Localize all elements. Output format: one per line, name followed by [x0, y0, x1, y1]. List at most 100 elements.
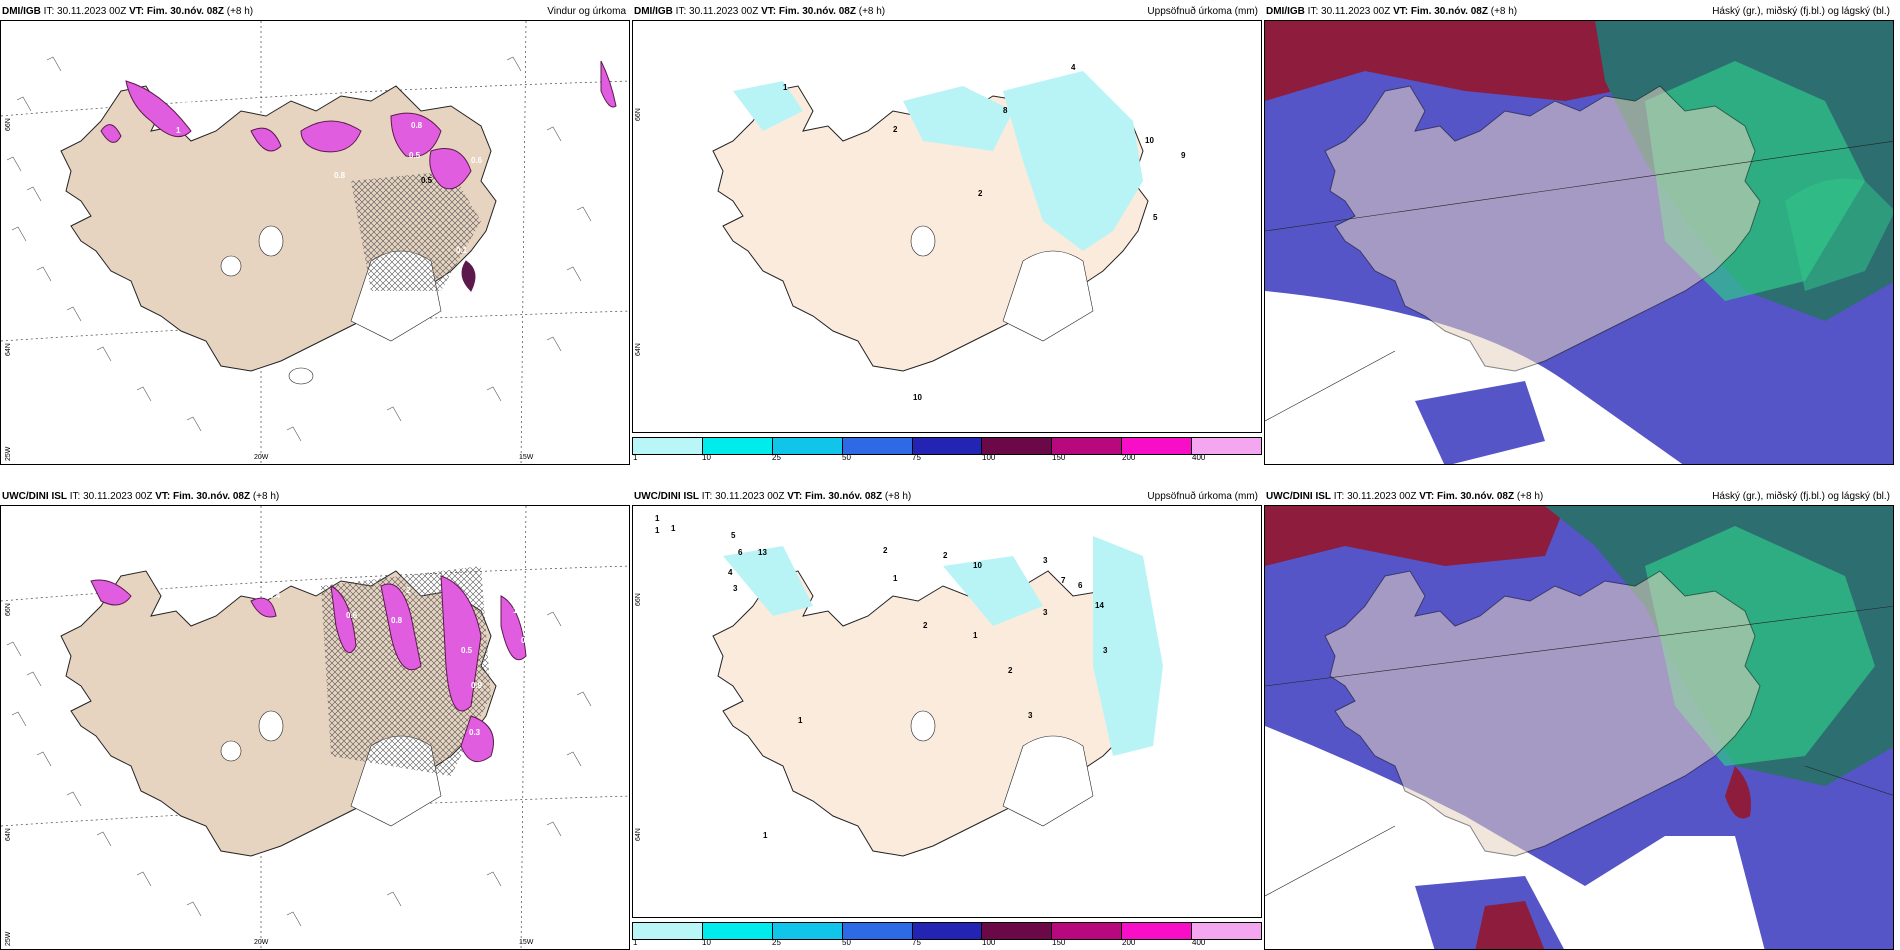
- precip-cells: [100, 60, 617, 292]
- map-wind-precip[interactable]: 0.4 0.6 0.8 1.3 2 0.5 0.9 0.7 1.1 0.3 66…: [0, 505, 630, 950]
- value-label: 0.8: [391, 616, 403, 625]
- colorbar-segment: [1192, 438, 1262, 454]
- colorbar-segment: [702, 923, 773, 939]
- product-label: Háský (gr.), miðský (fj.bl.) og lágský (…: [1712, 491, 1890, 502]
- colorbar-segment: [912, 438, 983, 454]
- value-label: 3: [1043, 556, 1048, 565]
- value-label: 1.1: [541, 656, 553, 665]
- colorbar-segment: [1192, 923, 1262, 939]
- value-label: 0.8: [411, 121, 423, 130]
- panel-title: UWC/DINI ISL IT: 30.11.2023 00Z VT: Fim.…: [1266, 491, 1544, 502]
- colorbar-segment: [982, 923, 1053, 939]
- value-label: 0.9: [471, 681, 483, 690]
- colorbar-tick: 50: [842, 453, 851, 462]
- value-label: 1: [655, 526, 660, 535]
- value-label: 1: [783, 83, 788, 92]
- colorbar-tick: 100: [982, 938, 996, 947]
- map-accum-precip[interactable]: 4 2 1 8 10 9 2 5 10 66N 64N: [632, 20, 1262, 433]
- colorbar-tick: 150: [1052, 453, 1066, 462]
- colorbar-segment: [842, 923, 913, 939]
- value-label: 0.5: [409, 151, 421, 160]
- value-label: 0.3: [469, 728, 481, 737]
- colorbar-tick: 10: [702, 938, 711, 947]
- value-label: 1: [763, 831, 768, 840]
- value-label: 10: [1145, 136, 1154, 145]
- value-label: 2: [406, 586, 411, 595]
- iceland-map: [60, 85, 497, 385]
- panel-title: UWC/DINI ISL IT: 30.11.2023 00Z VT: Fim.…: [634, 491, 912, 502]
- value-label: 1: [361, 91, 366, 100]
- colorbar-segment: [982, 438, 1053, 454]
- value-label: 2: [1008, 666, 1013, 675]
- lat-label: 66N: [5, 603, 12, 616]
- lon-label: 15W: [519, 454, 534, 461]
- value-label: 2: [883, 546, 888, 555]
- value-label: 3: [733, 584, 738, 593]
- value-label: 4: [1071, 63, 1076, 72]
- colorbar-tick: 50: [842, 938, 851, 947]
- product-label: Uppsöfnuð úrkoma (mm): [1147, 6, 1258, 17]
- panel-uwc-clouds: UWC/DINI ISL IT: 30.11.2023 00Z VT: Fim.…: [1264, 485, 1894, 950]
- value-label: 10: [973, 561, 982, 570]
- value-label: 1.3: [513, 606, 525, 615]
- value-label: 0.6: [471, 156, 483, 165]
- value-label: 0.4: [269, 591, 281, 600]
- panel-uwc-precip: UWC/DINI ISL IT: 30.11.2023 00Z VT: Fim.…: [632, 485, 1262, 950]
- lat-label: 64N: [5, 828, 12, 841]
- value-label: 5: [731, 531, 736, 540]
- lat-label: 64N: [635, 828, 642, 841]
- panel-title: DMI/IGB IT: 30.11.2023 00Z VT: Fim. 30.n…: [1266, 6, 1518, 17]
- value-label: 1: [973, 631, 978, 640]
- colorbar-tick: 150: [1052, 938, 1066, 947]
- product-label: Vindur og úrkoma: [547, 6, 626, 17]
- colorbar-tick: 25: [772, 938, 781, 947]
- colorbar-tick: 400: [1192, 938, 1206, 947]
- wind-barbs: [6, 56, 592, 442]
- colorbar-segment: [702, 438, 773, 454]
- lon-label: 20W: [254, 939, 269, 946]
- product-label: Háský (gr.), miðský (fj.bl.) og lágský (…: [1712, 6, 1890, 17]
- map-clouds[interactable]: [1264, 505, 1894, 950]
- colorbar-segment: [1122, 438, 1193, 454]
- value-label: 0.7: [521, 636, 533, 645]
- iceland-map: [712, 71, 1149, 372]
- map-wind-precip[interactable]: 1.0 1 1 0.8 0.5 0.6 0.5 0.1 1.9 0.8 66N …: [0, 20, 630, 465]
- value-label: 0.6: [346, 611, 358, 620]
- product-label: Uppsöfnuð úrkoma (mm): [1147, 491, 1258, 502]
- colorbar-segment: [1052, 923, 1123, 939]
- value-label: 2: [923, 621, 928, 630]
- value-label: 13: [758, 548, 767, 557]
- value-label: 14: [1095, 601, 1104, 610]
- colorbar-tick: 1: [633, 938, 638, 947]
- panel-dmi-clouds: DMI/IGB IT: 30.11.2023 00Z VT: Fim. 30.n…: [1264, 0, 1894, 465]
- panel-dmi-wind: DMI/IGB IT: 30.11.2023 00Z VT: Fim. 30.n…: [0, 0, 630, 465]
- colorbar-ticks: 1 10 25 50 75 100 150 200 400: [632, 938, 1262, 950]
- panel-uwc-wind: UWC/DINI ISL IT: 30.11.2023 00Z VT: Fim.…: [0, 485, 630, 950]
- lat-label: 25W: [5, 931, 12, 946]
- value-label: 6: [738, 548, 743, 557]
- value-label: 2: [893, 125, 898, 134]
- map-accum-precip[interactable]: 1 1 1 5 6 13 4 3 2 1 2 10 3 7 6 14 3 3 2…: [632, 505, 1262, 918]
- colorbar-tick: 75: [912, 938, 921, 947]
- lat-label: 66N: [635, 593, 642, 606]
- value-label: 0.8: [334, 171, 346, 180]
- value-label: 1: [671, 524, 676, 533]
- value-label: 10: [913, 393, 922, 402]
- colorbar-segment: [633, 438, 703, 454]
- panel-title: DMI/IGB IT: 30.11.2023 00Z VT: Fim. 30.n…: [634, 6, 886, 17]
- colorbar: [632, 437, 1262, 455]
- value-label: 9: [1181, 151, 1186, 160]
- value-label: 1: [176, 126, 181, 135]
- map-clouds[interactable]: [1264, 20, 1894, 465]
- panel-dmi-precip: DMI/IGB IT: 30.11.2023 00Z VT: Fim. 30.n…: [632, 0, 1262, 465]
- panel-title: DMI/IGB IT: 30.11.2023 00Z VT: Fim. 30.n…: [2, 6, 254, 17]
- panel-title: UWC/DINI ISL IT: 30.11.2023 00Z VT: Fim.…: [2, 491, 280, 502]
- value-label: 0.5: [421, 176, 433, 185]
- lat-label: 66N: [5, 118, 12, 131]
- colorbar-segment: [772, 438, 843, 454]
- lat-label: 64N: [5, 343, 12, 356]
- iceland-map: [712, 536, 1163, 857]
- colorbar-tick: 200: [1122, 938, 1136, 947]
- value-label: 4: [728, 568, 733, 577]
- value-label: 8: [1003, 106, 1008, 115]
